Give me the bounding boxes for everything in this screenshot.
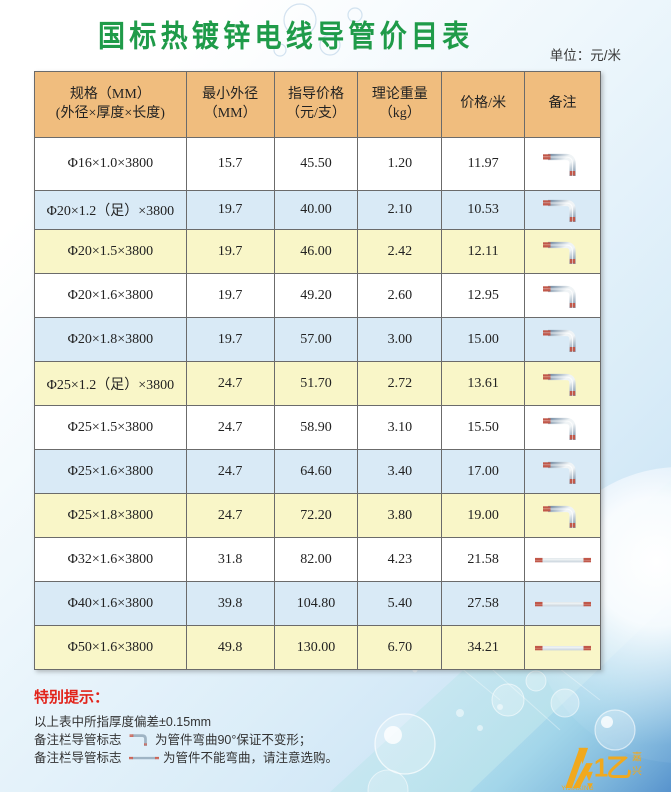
- svg-text:兴: 兴: [632, 766, 642, 778]
- svg-text:嘉: 嘉: [632, 750, 642, 763]
- svg-text:1乙: 1乙: [594, 755, 631, 783]
- svg-text:YIJIAXING: YIJIAXING: [561, 785, 594, 792]
